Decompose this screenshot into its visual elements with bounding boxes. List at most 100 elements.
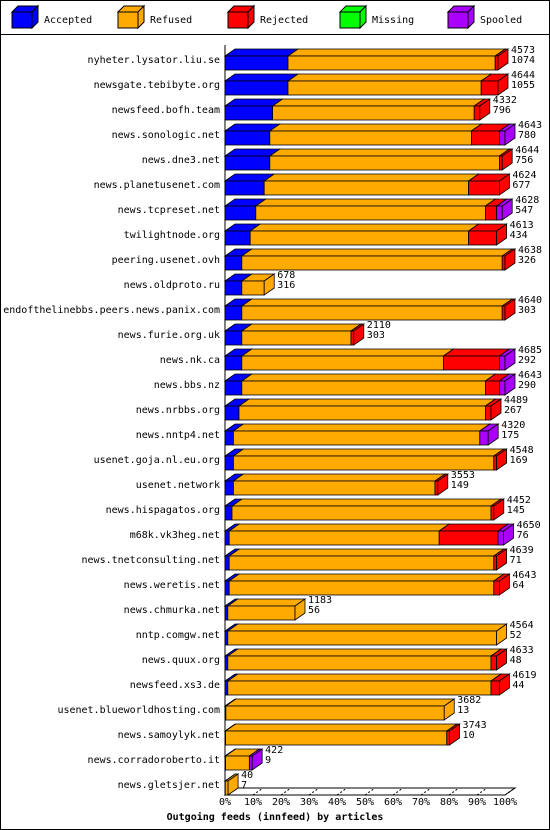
bar-segment xyxy=(445,723,461,746)
bar-segment xyxy=(248,223,480,246)
value-label-accepted: 756 xyxy=(515,155,533,166)
bar-segment xyxy=(224,698,456,721)
bar-front xyxy=(287,80,482,96)
value-label-total: 40 xyxy=(241,770,253,781)
value-label-accepted: 780 xyxy=(518,130,536,141)
bar-segment xyxy=(230,498,503,521)
legend-swatch xyxy=(447,11,469,29)
bar-front xyxy=(238,405,486,421)
bar-side xyxy=(437,473,449,496)
bar-segment xyxy=(478,423,500,446)
bar-top xyxy=(226,598,307,607)
x-tick-label: 60% xyxy=(384,797,402,808)
bar-front xyxy=(498,355,506,371)
bar-segment xyxy=(484,373,511,396)
bar-segment xyxy=(227,548,506,571)
x-tick-label: 50% xyxy=(356,797,374,808)
bar-top xyxy=(248,223,480,232)
bar-segment xyxy=(286,73,493,96)
bar-front xyxy=(224,655,229,671)
bar-side xyxy=(498,573,510,596)
bar-side xyxy=(498,673,510,696)
bar-segment xyxy=(498,373,517,396)
bar-segment xyxy=(223,198,268,221)
bar-front xyxy=(468,180,500,196)
bar-top xyxy=(240,248,514,257)
bar-front xyxy=(224,405,240,421)
bar-top xyxy=(237,398,497,407)
bar-segment xyxy=(495,198,514,221)
value-label-total: 4638 xyxy=(518,245,542,256)
y-tick-label: news.tcpreset.net xyxy=(118,205,220,216)
bar-segment xyxy=(240,323,363,346)
value-label-accepted: 10 xyxy=(463,730,475,741)
legend-item: Refused xyxy=(116,4,192,30)
y-tick-label: news.gletsjer.net xyxy=(118,780,220,791)
x-tick-label: 30% xyxy=(300,797,318,808)
y-tick-label: news.furie.org.uk xyxy=(118,330,220,341)
y-tick-label: news.weretis.net xyxy=(124,580,220,591)
y-tick-label: usenet.goja.nl.eu.org xyxy=(94,455,220,466)
bar-front xyxy=(241,255,503,271)
y-tick-label: news.nk.ca xyxy=(160,355,220,366)
bar-top xyxy=(230,498,503,507)
bar-top xyxy=(226,673,503,682)
value-label-total: 4332 xyxy=(493,95,517,106)
bar-front xyxy=(498,130,506,146)
value-label-accepted: 52 xyxy=(510,630,522,641)
bar-front xyxy=(224,580,230,596)
bar-segment xyxy=(223,48,300,71)
bar-front xyxy=(227,655,492,671)
bar-front xyxy=(272,105,475,121)
bar-front xyxy=(224,55,289,71)
value-label-accepted: 303 xyxy=(518,305,536,316)
bar-front xyxy=(224,305,243,321)
bar-segment xyxy=(240,248,514,271)
value-label-total: 4489 xyxy=(504,395,528,406)
bar-side xyxy=(497,48,509,71)
bar-top xyxy=(268,148,511,157)
y-tick-label: endofthelinebbs.peers.news.panix.com xyxy=(3,305,220,316)
legend-item: Rejected xyxy=(226,4,308,30)
y-tick-label: usenet.blueworldhosting.com xyxy=(57,705,220,716)
value-label-accepted: 44 xyxy=(512,680,524,691)
bar-segment xyxy=(496,523,515,546)
bar-side xyxy=(490,398,502,421)
value-label-accepted: 1074 xyxy=(511,55,535,66)
value-label-total: 1183 xyxy=(308,595,332,606)
bar-front xyxy=(225,705,445,721)
bar-segment xyxy=(226,673,503,696)
bar-front xyxy=(224,230,251,246)
bar-front xyxy=(224,205,257,221)
bar-front xyxy=(224,130,271,146)
value-label-total: 4643 xyxy=(512,570,536,581)
bar-top xyxy=(240,348,455,357)
value-label-total: 4644 xyxy=(515,145,539,156)
bar-segment xyxy=(492,573,511,596)
bar-front xyxy=(494,55,499,71)
bar-front xyxy=(498,380,506,396)
value-label-accepted: 64 xyxy=(512,580,524,591)
bar-side xyxy=(263,273,275,296)
x-tick-label: 70% xyxy=(412,797,430,808)
bar-segment xyxy=(349,323,366,346)
value-label-accepted: 796 xyxy=(493,105,511,116)
bar-front xyxy=(227,630,497,646)
value-label-total: 3682 xyxy=(457,695,481,706)
bar-side xyxy=(501,148,513,171)
bar-segment xyxy=(493,48,510,71)
bar-top xyxy=(240,323,363,332)
value-label-total: 2110 xyxy=(367,320,391,331)
bar-segment xyxy=(223,373,254,396)
value-label-total: 3553 xyxy=(451,470,475,481)
bar-segment xyxy=(470,123,511,146)
value-label-total: 4619 xyxy=(512,670,536,681)
bar-side xyxy=(479,98,491,121)
value-label-total: 4643 xyxy=(518,120,542,131)
bar-front xyxy=(479,430,489,446)
bar-front xyxy=(241,380,486,396)
bar-top xyxy=(224,723,459,732)
bar-side xyxy=(487,423,499,446)
bar-top xyxy=(262,173,480,182)
